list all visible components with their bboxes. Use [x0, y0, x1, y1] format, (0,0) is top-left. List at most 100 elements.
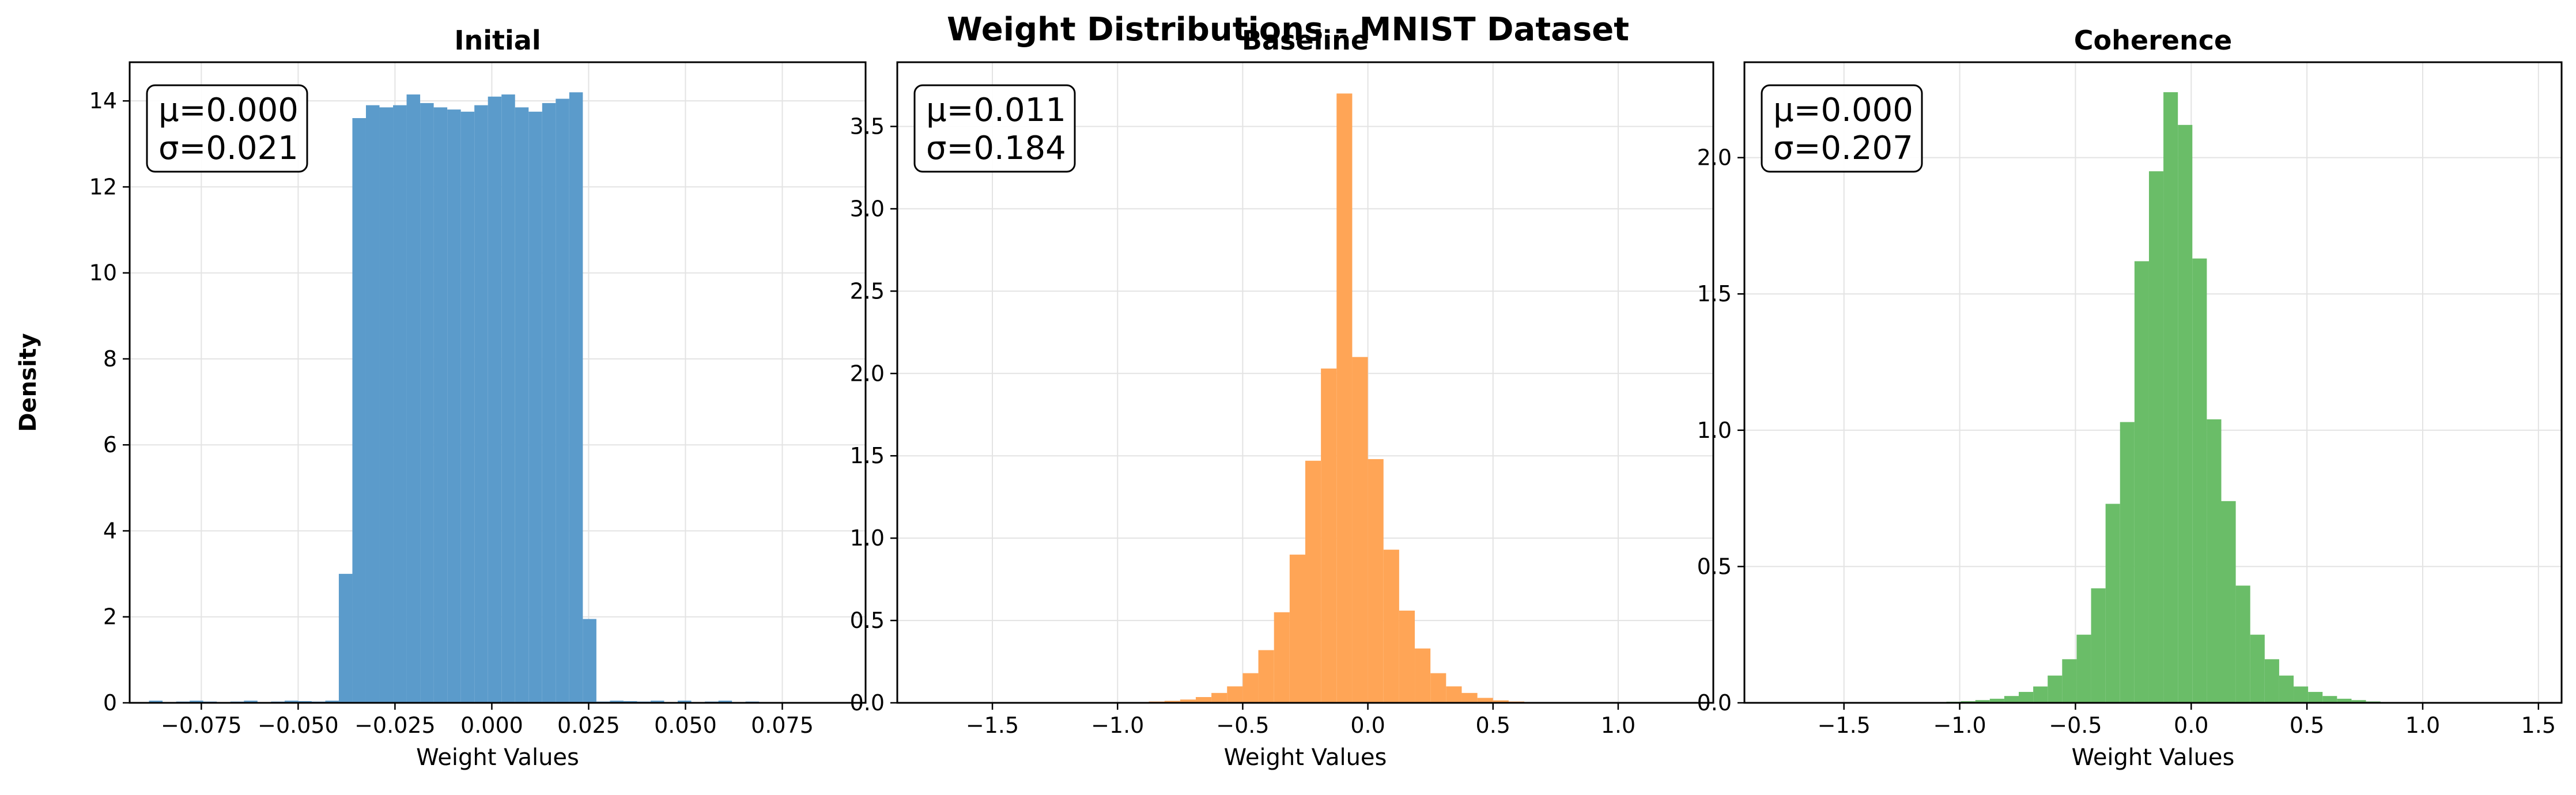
histogram-bar	[2148, 171, 2164, 703]
x-tick-label: −0.5	[2049, 713, 2102, 738]
y-tick-label: 0.0	[850, 690, 885, 716]
stats-std: σ=0.184	[926, 130, 1066, 167]
subplot-title: Coherence	[2074, 25, 2232, 56]
stats-std: σ=0.021	[158, 130, 299, 167]
x-tick-label: −0.025	[354, 713, 436, 738]
histogram-bar	[2322, 696, 2337, 703]
x-tick-label: −0.075	[161, 713, 242, 738]
histogram-bar	[393, 105, 407, 703]
histogram-bar	[1461, 692, 1478, 703]
histogram-bar	[1352, 357, 1368, 703]
histogram-bar	[2033, 686, 2048, 703]
stats-box	[913, 84, 1076, 173]
x-tick-label: 1.0	[1601, 713, 1636, 738]
x-tick-label: 0.000	[460, 713, 523, 738]
histogram-bar	[1164, 701, 1180, 703]
histogram-bar	[325, 701, 339, 703]
histogram-bar	[610, 701, 624, 703]
y-tick-label: 2.0	[850, 361, 885, 386]
histogram-bar	[2207, 419, 2222, 703]
y-tick-label: 1.5	[1697, 281, 1732, 306]
histogram-bar	[528, 111, 542, 703]
x-tick-label: 0.025	[557, 713, 620, 738]
x-axis-label: Weight Values	[416, 744, 579, 771]
histogram-bar	[2105, 504, 2120, 703]
y-tick-label: 2	[103, 604, 117, 630]
axes-frame	[129, 61, 867, 704]
x-tick-label: −1.5	[1818, 713, 1871, 738]
histogram-bar	[678, 701, 692, 703]
y-tick-label: 3.0	[850, 196, 885, 221]
stats-mean: μ=0.011	[926, 92, 1066, 129]
chart-panel-2: −1.5 −1.0 −0.5 0.0 0.5 1.0 0.0 0.5 1.0 1.5 2.0 2.5 3…	[850, 25, 1714, 771]
stats-mean: μ=0.000	[1773, 92, 1913, 129]
y-tick-label: 0.5	[1697, 554, 1732, 579]
y-tick-label: 1.0	[850, 525, 885, 551]
histogram-bar	[2337, 698, 2352, 703]
y-tick-label: 12	[89, 174, 117, 199]
y-axis-label: Density	[15, 333, 41, 432]
histogram-bar	[1415, 648, 1431, 703]
histogram-bar	[433, 107, 448, 703]
histogram-bar	[718, 701, 732, 703]
y-tick-label: 2.0	[1697, 145, 1732, 171]
histogram-bar	[474, 105, 488, 703]
histogram-bar	[1242, 673, 1259, 703]
histogram-bar	[1368, 459, 1384, 703]
histogram-bar	[556, 99, 569, 703]
histogram-bar	[542, 103, 556, 703]
histogram-bar	[1227, 686, 1243, 703]
histogram-bar	[2062, 659, 2077, 703]
stats-std: σ=0.207	[1773, 130, 1913, 167]
x-axis-label: Weight Values	[1224, 744, 1387, 771]
histogram-bar	[338, 574, 353, 703]
histogram-bar	[1289, 554, 1305, 703]
histogram-bar	[1493, 700, 1509, 703]
histogram-bar	[2351, 700, 2366, 703]
histogram-bar	[2294, 686, 2309, 703]
histogram-bar	[2221, 501, 2236, 703]
axes-frame	[1743, 61, 2563, 704]
x-tick-label: 0.5	[2290, 713, 2324, 738]
histogram-bar	[1989, 698, 2004, 703]
figure-title: Weight Distributions - MNIST Dataset	[947, 11, 1629, 48]
histogram-bar	[2264, 659, 2279, 703]
histogram-bar	[244, 701, 258, 703]
stats-box	[1761, 84, 1923, 173]
histogram-bar	[569, 92, 583, 703]
x-tick-label: −1.0	[1091, 713, 1144, 738]
histogram-bar	[1430, 673, 1446, 703]
axes-frame	[896, 61, 1714, 704]
y-tick-label: 6	[103, 432, 117, 457]
y-tick-label: 0.0	[1697, 690, 1732, 716]
subplot-title: Initial	[454, 25, 541, 56]
y-tick-label: 0	[103, 690, 117, 716]
histogram-bar	[1180, 699, 1196, 703]
x-axis-label: Weight Values	[2072, 744, 2235, 771]
histogram-bar	[284, 701, 299, 703]
y-tick-label: 2.5	[850, 278, 885, 304]
histogram-bar	[2308, 692, 2323, 703]
histogram-bar	[460, 111, 475, 703]
histogram-bar	[2019, 692, 2034, 703]
histogram-bar	[1258, 650, 1274, 703]
stats-mean: μ=0.000	[158, 92, 299, 129]
x-tick-label: 0.0	[2174, 713, 2208, 738]
histogram-bar	[2279, 675, 2294, 703]
x-tick-label: 1.0	[2405, 713, 2440, 738]
histogram-bar	[2120, 422, 2135, 703]
histogram-bar	[1336, 93, 1353, 703]
histogram-bar	[2192, 258, 2207, 703]
x-tick-label: 0.050	[654, 713, 717, 738]
histogram-bar	[1211, 692, 1227, 703]
histogram-bar	[2250, 634, 2265, 703]
histogram-bar	[352, 118, 366, 703]
histogram-bar	[149, 701, 163, 703]
histogram-bar	[1477, 698, 1493, 703]
histogram-bar	[2134, 261, 2149, 703]
x-tick-label: −1.0	[1933, 713, 1986, 738]
histogram-bar	[1305, 460, 1321, 703]
chart-panel-1: −0.075 −0.050 −0.025 0.000 0.025 0.050 0.075 0 2…	[15, 25, 867, 771]
y-tick-label: 10	[89, 260, 117, 286]
y-tick-label: 1.0	[1697, 418, 1732, 443]
